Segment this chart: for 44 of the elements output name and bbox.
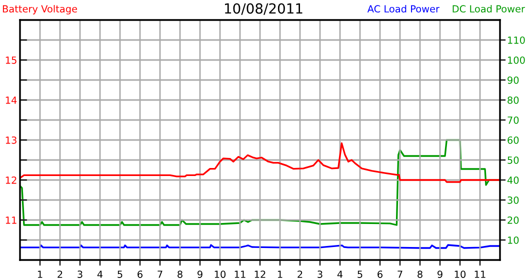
y2-tick-label: 50 <box>508 156 519 164</box>
y2-tick-label: 10 <box>508 236 519 244</box>
x-tick-label: 11 <box>474 270 486 278</box>
x-tick-label: 12 <box>254 270 266 278</box>
x-tick-label: 6 <box>378 270 382 278</box>
y-tick-label: 11 <box>6 216 16 224</box>
x-tick-label: 10 <box>454 270 466 278</box>
text: Battery Voltage <box>2 5 78 14</box>
x-tick-label: 4 <box>337 270 343 278</box>
text: AC Load Power <box>367 5 440 13</box>
y2-tick-label: 90 <box>508 76 519 84</box>
x-tick-label: 9 <box>198 270 202 278</box>
y2-tick-label: 110 <box>508 36 525 44</box>
x-tick-label: 8 <box>418 270 422 278</box>
x-tick-label: 5 <box>358 270 362 278</box>
x-tick-label: 10 <box>214 270 226 278</box>
x-tick-label: 2 <box>58 270 62 278</box>
y-tick-label: 14 <box>6 96 17 104</box>
x-tick-label: 8 <box>178 270 182 278</box>
x-tick-label: 9 <box>438 270 442 278</box>
chart-title: 10/08/2011 <box>225 3 302 15</box>
y2-tick-label: 80 <box>508 96 519 104</box>
y2-tick-label: 60 <box>508 136 519 144</box>
x-tick-label: 1 <box>38 270 42 278</box>
y2-tick-label: 100 <box>508 56 525 64</box>
y2-tick-label: 20 <box>508 216 519 224</box>
text: DC Load Power <box>452 5 525 13</box>
x-tick-label: 7 <box>158 270 162 278</box>
x-tick-label: 6 <box>138 270 142 278</box>
x-tick-label: 3 <box>318 270 322 278</box>
y-tick-label: 12 <box>6 176 16 184</box>
x-tick-label: 11 <box>234 270 246 278</box>
x-tick-label: 5 <box>118 270 122 278</box>
y2-tick-label: 30 <box>508 196 519 204</box>
y-tick-label: 15 <box>6 56 16 64</box>
x-tick-label: 7 <box>398 270 402 278</box>
y2-tick-label: 70 <box>508 116 519 124</box>
line-series <box>20 142 500 183</box>
x-tick-label: 2 <box>298 270 302 278</box>
y2-tick-label: 40 <box>507 176 519 184</box>
x-tick-label: 1 <box>278 270 282 278</box>
y-tick-label: 13 <box>6 136 16 144</box>
x-tick-label: 4 <box>97 270 103 278</box>
x-tick-label: 3 <box>78 270 82 278</box>
